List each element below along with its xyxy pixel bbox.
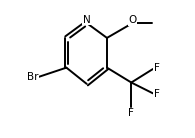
Text: F: F [154, 63, 160, 73]
Text: F: F [154, 89, 160, 99]
Text: F: F [128, 108, 134, 118]
Text: Br: Br [27, 72, 39, 82]
Text: O: O [129, 15, 137, 25]
Text: N: N [83, 15, 90, 25]
